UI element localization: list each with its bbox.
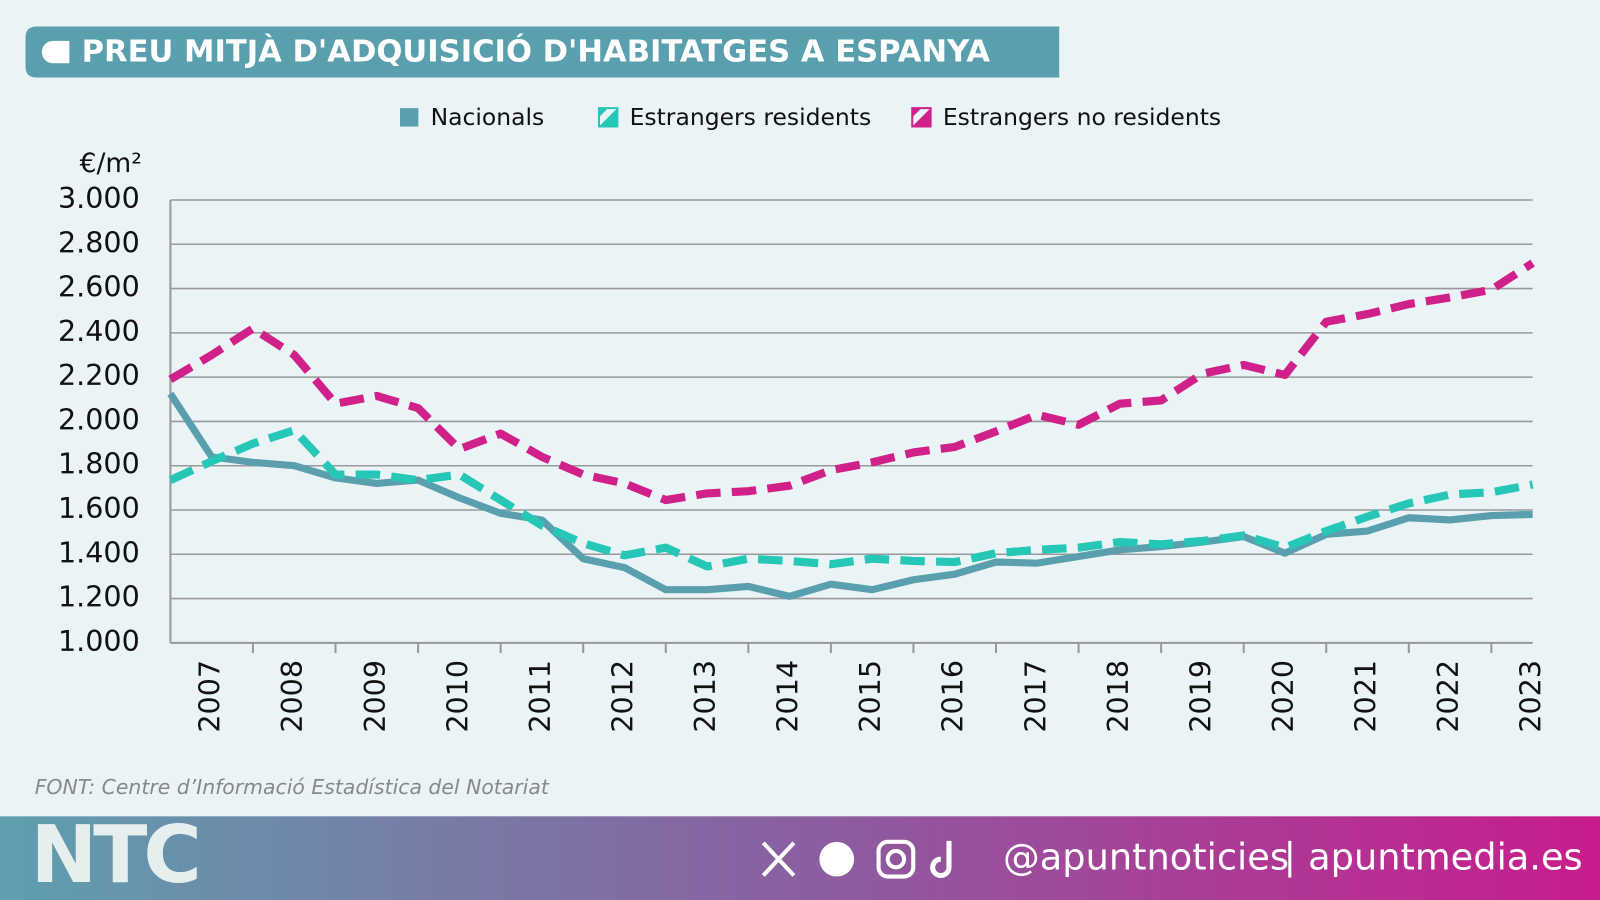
y-tick-label: 2.400 <box>58 314 140 348</box>
title-bar <box>25 26 1060 78</box>
footer-bar <box>0 816 1600 900</box>
x-tick-label: 2018 <box>1101 660 1135 733</box>
instagram-lens <box>885 848 907 870</box>
y-tick-label: 2.200 <box>58 358 140 392</box>
y-tick-label: 2.600 <box>58 270 140 304</box>
x-tick-label: 2008 <box>275 660 309 733</box>
y-tick-label: 1.800 <box>58 447 140 481</box>
x-tick-label: 2009 <box>358 660 392 733</box>
x-tick-label: 2022 <box>1431 660 1465 733</box>
tiktok-icon <box>930 840 952 879</box>
y-axis-label: €/m² <box>80 148 142 179</box>
chart-title: PREU MITJÀ D'ADQUISICIÓ D'HABITATGES A E… <box>82 33 991 70</box>
title-icon <box>41 40 70 64</box>
x-tick-label: 2012 <box>605 660 639 733</box>
y-tick-label: 1.000 <box>58 624 140 658</box>
legend-label: Estrangers no residents <box>943 103 1221 131</box>
x-tick-label: 2013 <box>688 660 722 733</box>
y-tick-label: 2.000 <box>58 402 140 436</box>
y-tick-label: 1.600 <box>58 491 140 525</box>
instagram-icon <box>876 839 916 879</box>
y-tick-label: 1.400 <box>58 535 140 569</box>
legend-swatch <box>400 108 419 127</box>
legend-swatch <box>598 108 618 127</box>
x-tick-label: 2015 <box>853 660 887 733</box>
x-tick-label: 2011 <box>523 660 557 733</box>
x-tick-label: 2014 <box>771 660 805 733</box>
series-line <box>167 391 1533 600</box>
x-tick-label: 2016 <box>936 660 970 733</box>
source: FONT: Centre d’Informació Estadística de… <box>35 775 550 799</box>
footer-logo: NTC <box>31 808 198 900</box>
footer-site: apuntmedia.es <box>1308 836 1583 879</box>
x-tick-label: 2020 <box>1266 660 1300 733</box>
legend-label: Nacionals <box>431 103 545 131</box>
y-tick-label: 3.000 <box>58 181 140 215</box>
series-line <box>168 259 1535 505</box>
y-tick-label: 2.800 <box>58 225 140 259</box>
x-tick-label: 2010 <box>440 660 474 733</box>
footer-handle: @apuntnoticies <box>1003 836 1289 879</box>
x-tick-label: 2019 <box>1183 660 1217 733</box>
facebook-icon <box>819 841 855 877</box>
x-tick-label: 2007 <box>193 660 227 733</box>
y-tick-label: 1.200 <box>58 580 140 614</box>
x-tick-label: 2021 <box>1349 660 1383 733</box>
legend-label: Estrangers residents <box>630 103 872 131</box>
series-line <box>168 426 1534 571</box>
x-tick-label: 2023 <box>1514 660 1548 733</box>
legend-swatch <box>912 108 931 127</box>
x-icon <box>761 841 796 877</box>
social-icons <box>761 839 952 879</box>
x-tick-label: 2017 <box>1018 660 1052 733</box>
